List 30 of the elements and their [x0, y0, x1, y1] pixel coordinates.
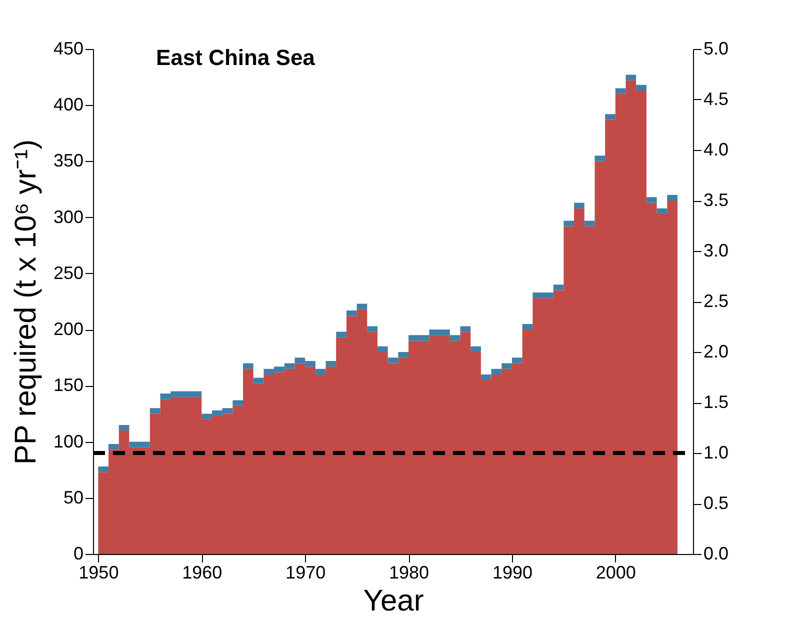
y-tick-label: 450 — [53, 38, 84, 58]
y-tick-label: 250 — [53, 262, 84, 283]
x-tick-label: 1980 — [388, 562, 430, 582]
y2-tick-label: 1.5 — [704, 392, 729, 412]
y-tick-label: 150 — [53, 375, 84, 396]
x-tick-label: 1960 — [182, 562, 222, 582]
y-tick-label: 300 — [53, 206, 84, 227]
y2-tick-label: 4.0 — [704, 140, 729, 160]
y-tick-label: 400 — [53, 94, 84, 115]
x-tick-label: 1990 — [492, 562, 532, 582]
y-tick-label: 50 — [63, 487, 84, 508]
y2-tick-label: 3.0 — [704, 240, 729, 260]
y2-tick-label: 1.0 — [704, 442, 729, 462]
y2-tick-label: 4.5 — [704, 89, 729, 109]
y2-tick-label: 5.0 — [704, 38, 729, 58]
x-tick-label: 1970 — [286, 562, 326, 582]
y-axis-title: PP required (t x 10⁶ yr⁻¹) — [9, 139, 42, 465]
y-tick-label: 350 — [53, 150, 84, 171]
y2-tick-label: 2.5 — [704, 291, 729, 311]
chart-title: East China Sea — [156, 45, 316, 70]
y2-tick-label: 0.5 — [704, 493, 729, 513]
y2-tick-label: 2.0 — [704, 342, 729, 362]
y-tick-label: 0 — [73, 544, 84, 564]
x-axis-title: Year — [363, 584, 424, 618]
y2-tick-label: 3.5 — [704, 190, 729, 210]
y-tick-label: 200 — [53, 319, 84, 340]
y-tick-label: 100 — [53, 431, 84, 452]
x-tick-label: 1950 — [78, 562, 119, 582]
x-tick-label: 2000 — [596, 562, 636, 582]
y2-tick-label: 0.0 — [704, 544, 729, 564]
